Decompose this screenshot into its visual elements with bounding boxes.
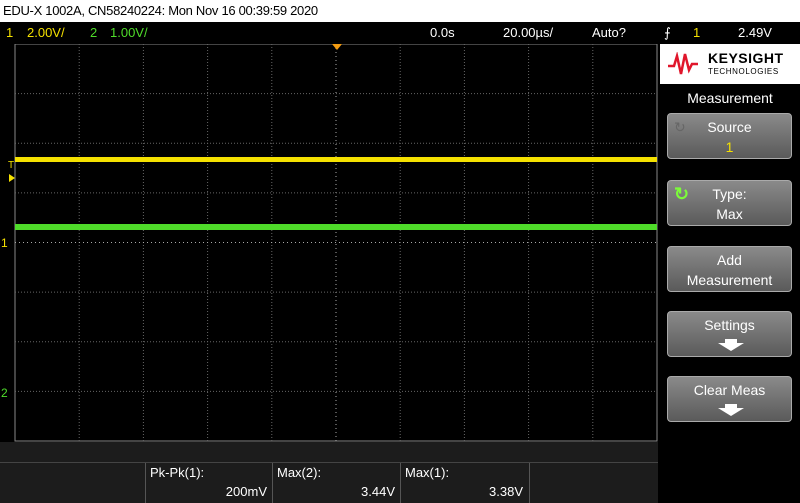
measurement-label: Pk-Pk(1): <box>150 465 205 480</box>
trigger-marker-label: T <box>8 160 14 171</box>
measurement-value: 3.38V <box>489 484 523 499</box>
trigger-source: 1 <box>693 25 701 40</box>
measurement-bar <box>0 442 658 503</box>
button-label: Add <box>717 252 742 268</box>
logo-icon <box>668 52 698 75</box>
measurement-value: 3.44V <box>361 484 395 499</box>
button-label: Source <box>707 119 752 135</box>
source-button[interactable]: ↻ Source 1 <box>667 113 792 159</box>
channel-scale: 1.00V/ <box>110 25 148 40</box>
trigger-level: 2.49V <box>738 25 772 40</box>
logo-panel: KEYSIGHT TECHNOLOGIES <box>660 44 800 84</box>
channel-number: 2 <box>90 25 98 40</box>
button-label: Clear Meas <box>693 382 766 398</box>
waveform-display: T 1 2 <box>1 44 658 442</box>
button-value: 1 <box>725 139 734 155</box>
trigger-mode: Auto? <box>592 25 626 40</box>
down-arrow <box>718 339 744 351</box>
measurement: Max(1): 3.38V <box>400 463 530 503</box>
down-arrow <box>718 404 744 416</box>
button-label: Measurement <box>686 272 773 288</box>
graticule-border <box>14 44 658 442</box>
clear-meas-button[interactable]: Clear Meas <box>667 376 792 422</box>
settings-button[interactable]: Settings <box>667 311 792 357</box>
channel-number: 1 <box>6 25 14 40</box>
measurement-value: 200mV <box>225 484 267 499</box>
button-label: Type: <box>712 186 747 202</box>
measurement-label: Max(1): <box>405 465 450 480</box>
button-value: Max <box>716 206 743 222</box>
graticule <box>15 44 657 441</box>
time-offset: 0.0s <box>430 25 455 40</box>
channel-1-ground-label: 1 <box>1 236 8 250</box>
header-title: EDU-X 1002A, CN58240224: Mon Nov 16 00:3… <box>0 0 800 22</box>
trigger-icon: ⨍ <box>664 25 671 40</box>
channel-2-ground-label: 2 <box>1 386 8 400</box>
trigger-position-marker <box>332 44 342 50</box>
measurement-label: Max(2): <box>277 465 322 480</box>
measurement: Max(2): 3.44V <box>272 463 401 503</box>
trigger-level-marker <box>9 174 15 182</box>
channel-2-trace <box>15 224 657 230</box>
type-button[interactable]: ↻ Type: Max <box>667 180 792 226</box>
logo-sub: TECHNOLOGIES <box>708 67 779 76</box>
measurement: Pk-Pk(1): 200mV <box>145 463 273 503</box>
time-scale: 20.00µs/ <box>503 25 554 40</box>
menu-title: Measurement <box>687 90 773 106</box>
channel-scale: 2.00V/ <box>27 25 65 40</box>
channel-1-trace <box>15 157 657 162</box>
logo-brand: KEYSIGHT <box>708 50 784 66</box>
add-measurement-button[interactable]: Add Measurement <box>667 246 792 292</box>
button-label: Settings <box>704 317 755 333</box>
